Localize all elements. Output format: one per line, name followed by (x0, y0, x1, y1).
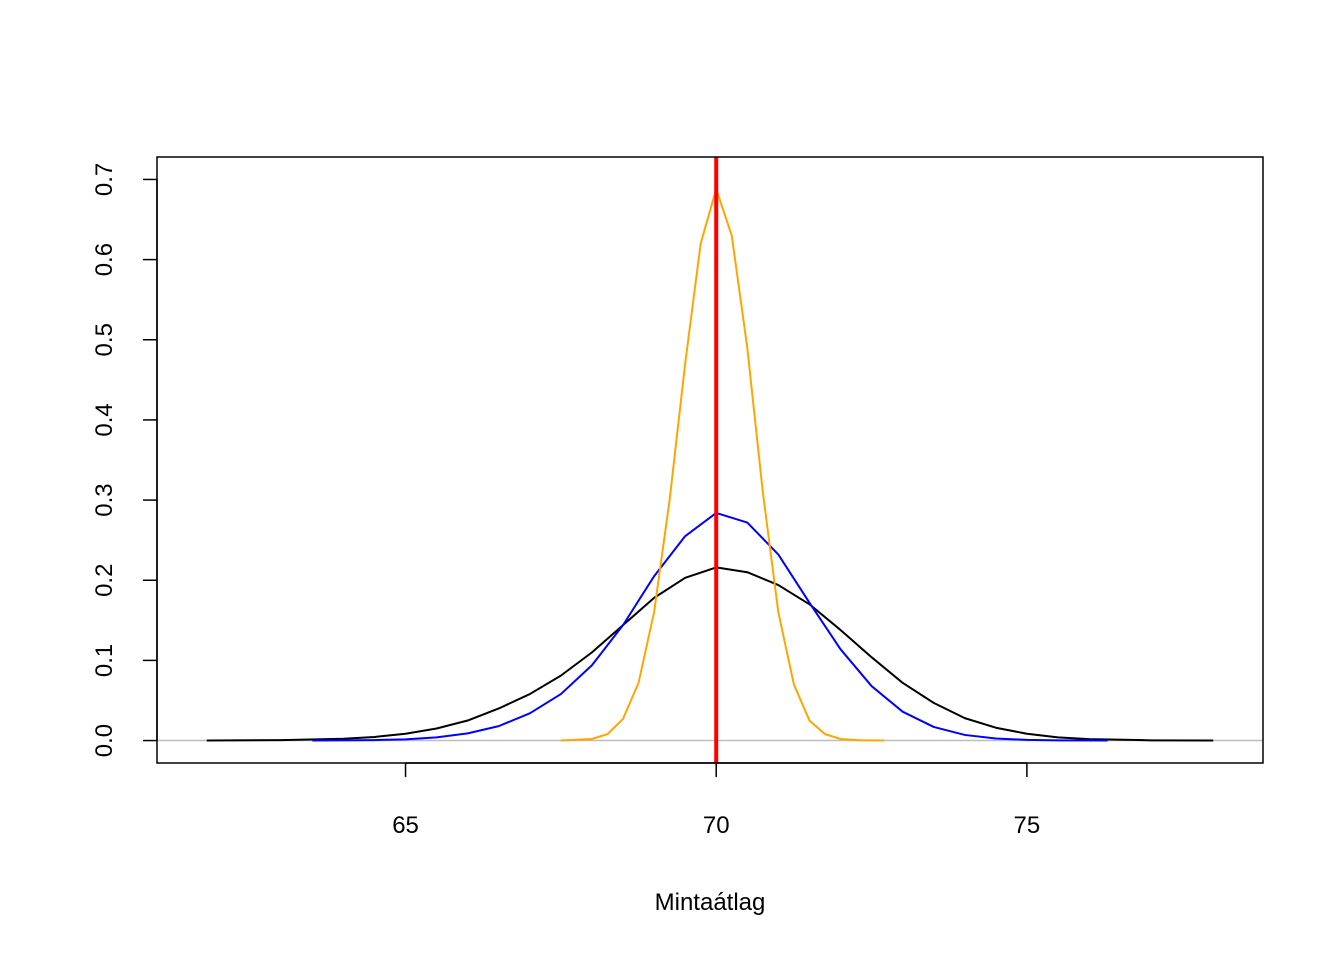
x-axis: 65 70 75 (392, 762, 1041, 839)
density-curve-3 (560, 188, 884, 742)
y-tick-label: 0.5 (91, 323, 118, 356)
y-tick-label: 0.0 (91, 724, 118, 757)
y-axis: 0.0 0.1 0.2 0.3 0.4 0.5 0.6 0.7 (91, 163, 158, 757)
x-tick-label: 75 (1014, 812, 1041, 839)
density-curve-1 (206, 566, 1214, 742)
y-tick-label: 0.2 (91, 564, 118, 597)
density-curve-2 (312, 511, 1108, 742)
x-tick-label: 65 (392, 812, 419, 839)
x-tick-label: 70 (703, 812, 730, 839)
series-layer (206, 188, 1214, 742)
x-axis-title: Mintaátlag (655, 889, 766, 916)
y-tick-label: 0.1 (91, 644, 118, 677)
y-tick-label: 0.6 (91, 243, 118, 276)
y-tick-label: 0.3 (91, 483, 118, 516)
y-tick-label: 0.4 (91, 403, 118, 436)
y-tick-label: 0.7 (91, 163, 118, 196)
plot-frame (156, 156, 1264, 764)
